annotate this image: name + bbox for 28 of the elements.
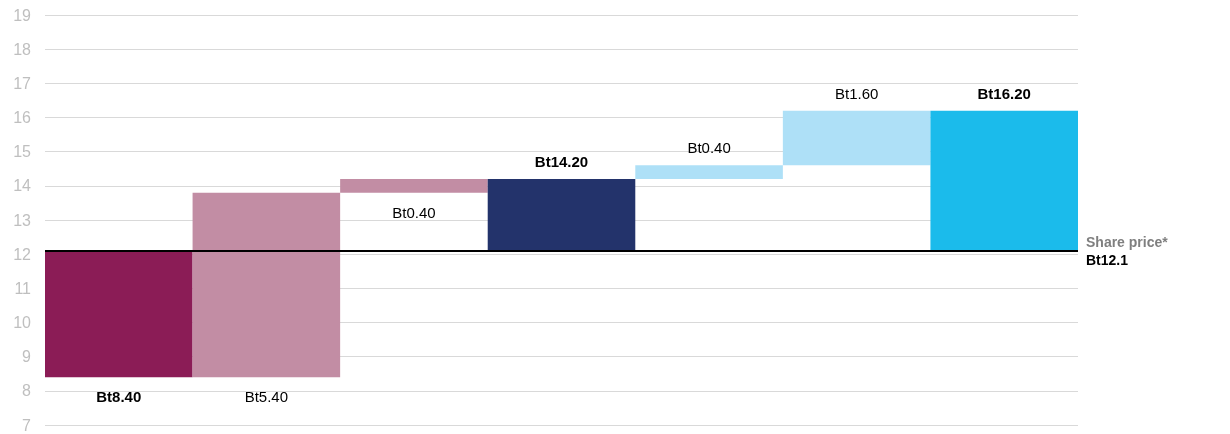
data-label: Bt14.20 (534, 153, 589, 170)
data-label: Bt8.40 (96, 388, 142, 406)
bar (782, 110, 931, 166)
data-label: Bt0.40 (392, 203, 436, 221)
bar (930, 110, 1078, 251)
ref-line-label: Share price* Bt12.1 (1086, 233, 1169, 268)
y-tick-label: 8 (22, 382, 32, 400)
data-label: Bt16.20 (977, 84, 1031, 102)
y-tick-label: 13 (13, 211, 32, 229)
y-tick-label: 9 (22, 348, 32, 366)
y-tick-label: 7 (22, 416, 32, 434)
data-label: Bt0.40 (687, 139, 731, 157)
data-label: Bt5.40 (244, 388, 289, 406)
y-tick-label: 15 (13, 143, 32, 161)
bar (635, 165, 783, 179)
bar (340, 179, 488, 193)
data-label: Bt1.60 (834, 84, 879, 102)
y-tick-label: 14 (13, 177, 32, 195)
bar (45, 250, 193, 378)
y-tick-label: 11 (14, 279, 32, 297)
y-tick-label: 16 (13, 109, 32, 126)
y-tick-label: 10 (13, 314, 32, 331)
bar (487, 179, 636, 251)
bar (192, 192, 341, 378)
y-tick-label: 12 (13, 245, 32, 263)
y-tick-label: 17 (13, 74, 32, 92)
y-tick-label: 19 (13, 6, 32, 24)
y-tick-label: 18 (13, 40, 32, 58)
